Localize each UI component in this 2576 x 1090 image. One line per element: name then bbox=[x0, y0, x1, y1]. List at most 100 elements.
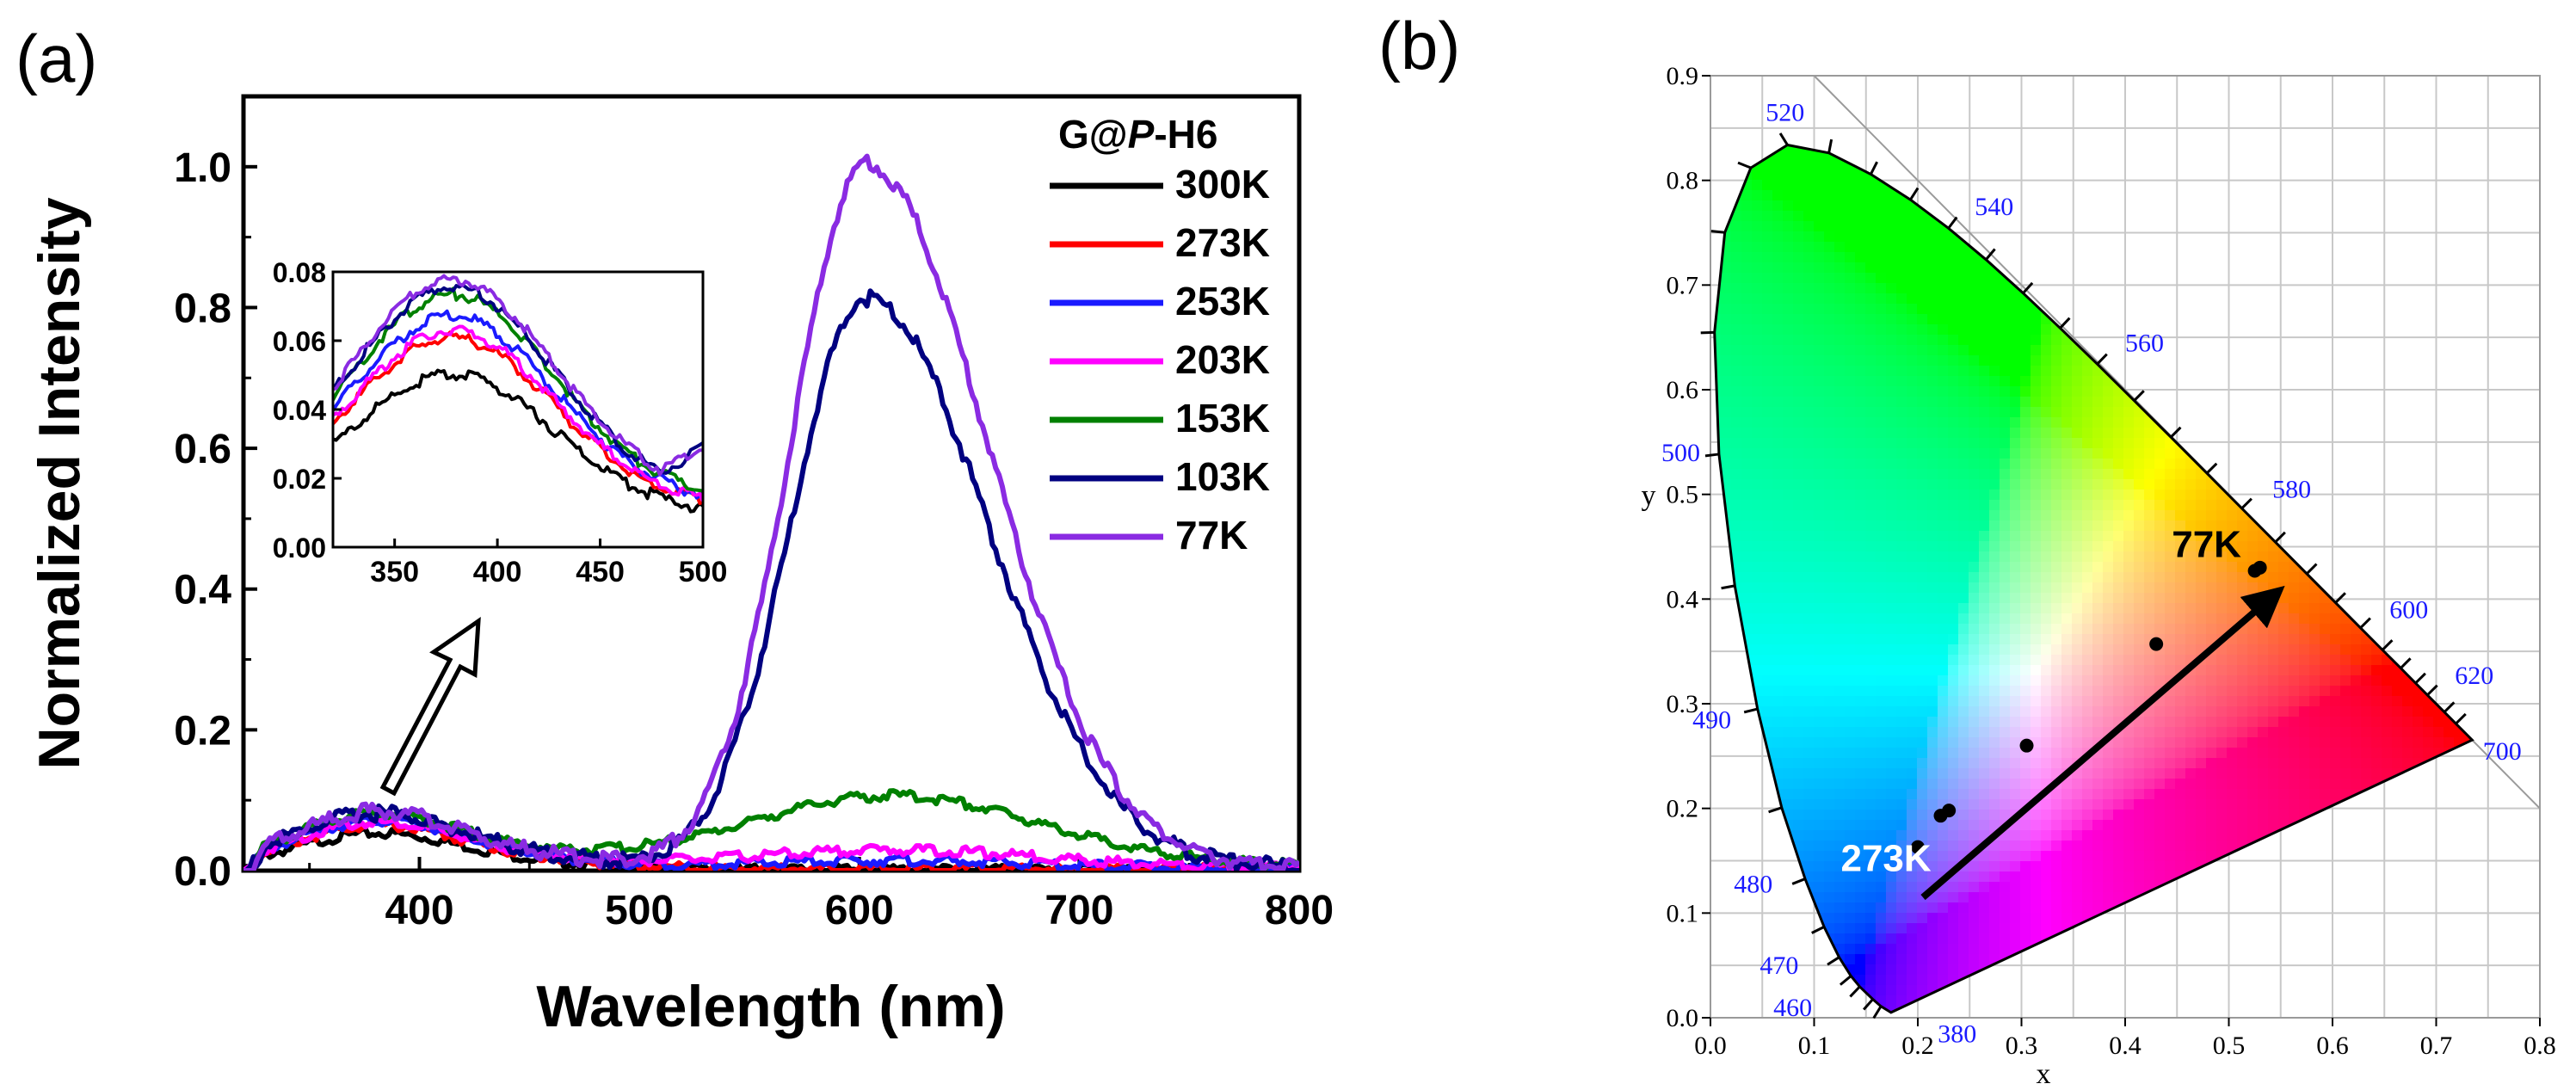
gamut-cell bbox=[2113, 871, 2124, 883]
gamut-cell bbox=[2082, 335, 2093, 346]
gamut-cell bbox=[1938, 273, 1949, 284]
gamut-cell bbox=[2165, 541, 2176, 552]
gamut-cell bbox=[1741, 407, 1753, 418]
gamut-cell bbox=[1896, 789, 1907, 800]
gamut-cell bbox=[1865, 851, 1877, 862]
gamut-cell bbox=[1876, 355, 1887, 366]
inset-x-tick-label: 450 bbox=[576, 556, 625, 588]
gamut-cell bbox=[2123, 810, 2135, 821]
gamut-cell bbox=[1714, 190, 1722, 201]
gamut-cell bbox=[1907, 572, 1918, 583]
gamut-cell bbox=[2206, 562, 2217, 573]
gamut-cell bbox=[1834, 923, 1846, 934]
gamut-cell bbox=[1783, 283, 1794, 294]
gamut-cell bbox=[1731, 180, 1742, 191]
gamut-cell bbox=[1907, 562, 1918, 573]
gamut-cell bbox=[1741, 841, 1753, 852]
gamut-cell bbox=[2092, 448, 2104, 459]
legend-title-part-1: G@ bbox=[1058, 112, 1128, 157]
gamut-cell bbox=[1907, 748, 1918, 759]
gamut-cell bbox=[1772, 386, 1784, 397]
gamut-cell bbox=[1714, 644, 1722, 656]
gamut-cell bbox=[1969, 469, 1980, 480]
gamut-cell bbox=[1803, 448, 1815, 459]
gamut-cell bbox=[2072, 861, 2083, 872]
gamut-cell bbox=[2010, 582, 2021, 594]
gamut-cell bbox=[2000, 417, 2011, 428]
gamut-cell bbox=[2185, 366, 2197, 377]
gamut-cell bbox=[2113, 686, 2124, 697]
gamut-cell bbox=[2216, 758, 2228, 769]
gamut-cell bbox=[2144, 1006, 2155, 1013]
gamut-cell bbox=[2289, 644, 2300, 656]
gamut-cell bbox=[2000, 779, 2011, 790]
gamut-cell bbox=[1752, 624, 1763, 635]
gamut-cell bbox=[1834, 913, 1846, 924]
gamut-cell bbox=[1714, 180, 1722, 191]
gamut-cell bbox=[2103, 820, 2114, 831]
gamut-cell bbox=[1731, 644, 1742, 656]
gamut-cell bbox=[1741, 551, 1753, 563]
gamut-cell bbox=[2061, 242, 2073, 253]
gamut-cell bbox=[2247, 551, 2259, 563]
gamut-cell bbox=[1969, 634, 1980, 645]
gamut-cell bbox=[2123, 789, 2135, 800]
gamut-cell bbox=[1948, 417, 1959, 428]
gamut-cell bbox=[1876, 634, 1887, 645]
gamut-cell bbox=[2196, 572, 2207, 583]
gamut-cell bbox=[1989, 366, 2000, 377]
gamut-cell bbox=[1938, 180, 1949, 191]
gamut-cell bbox=[1989, 892, 2000, 903]
gamut-cell bbox=[1762, 779, 1773, 790]
gamut-cell bbox=[1824, 644, 1835, 656]
gamut-cell bbox=[2031, 902, 2042, 914]
gamut-cell bbox=[1917, 923, 1928, 934]
gamut-cell bbox=[2289, 613, 2300, 625]
gamut-cell bbox=[1783, 551, 1794, 563]
gamut-cell bbox=[2103, 541, 2114, 552]
gamut-cell bbox=[2258, 551, 2269, 563]
gamut-cell bbox=[1803, 510, 1815, 521]
gamut-cell bbox=[1969, 748, 1980, 759]
gamut-cell bbox=[2113, 200, 2124, 212]
gamut-cell bbox=[2185, 211, 2197, 222]
gamut-cell bbox=[2175, 820, 2186, 831]
gamut-cell bbox=[2154, 314, 2166, 325]
gamut-cell bbox=[2247, 145, 2259, 150]
gamut-cell bbox=[1989, 304, 2000, 315]
gamut-cell bbox=[1803, 304, 1815, 315]
gamut-cell bbox=[2051, 211, 2062, 222]
gamut-cell bbox=[1948, 520, 1959, 532]
gamut-cell bbox=[2268, 335, 2279, 346]
gamut-cell bbox=[2020, 314, 2031, 325]
gamut-cell bbox=[2216, 273, 2228, 284]
gamut-cell bbox=[2103, 551, 2114, 563]
gamut-cell bbox=[1714, 1006, 1722, 1013]
gamut-cell bbox=[1907, 644, 1918, 656]
gamut-cell bbox=[1714, 169, 1722, 181]
gamut-cell bbox=[2175, 500, 2186, 511]
gamut-cell bbox=[2289, 913, 2300, 924]
gamut-cell bbox=[2247, 448, 2259, 459]
gamut-cell bbox=[2020, 758, 2031, 769]
gamut-cell bbox=[2144, 386, 2155, 397]
gamut-cell bbox=[2258, 335, 2269, 346]
gamut-cell bbox=[2010, 500, 2021, 511]
inset-series-line-253K bbox=[333, 309, 703, 500]
gamut-cell bbox=[1783, 603, 1794, 614]
gamut-cell bbox=[1938, 169, 1949, 181]
gamut-cell bbox=[2000, 624, 2011, 635]
gamut-cell bbox=[1989, 593, 2000, 604]
gamut-cell bbox=[1855, 221, 1866, 232]
gamut-cell bbox=[2134, 861, 2145, 872]
gamut-cell bbox=[2000, 923, 2011, 934]
gamut-cell bbox=[1917, 634, 1928, 645]
gamut-cell bbox=[1783, 200, 1794, 212]
legend-entry: 77K bbox=[1175, 513, 1248, 557]
inset-y-tick-label: 0.02 bbox=[273, 464, 326, 495]
gamut-cell bbox=[2258, 252, 2269, 263]
gamut-cell bbox=[2154, 190, 2166, 201]
gamut-cell bbox=[2082, 541, 2093, 552]
gamut-cell bbox=[2113, 582, 2124, 594]
gamut-cell bbox=[1979, 273, 1990, 284]
